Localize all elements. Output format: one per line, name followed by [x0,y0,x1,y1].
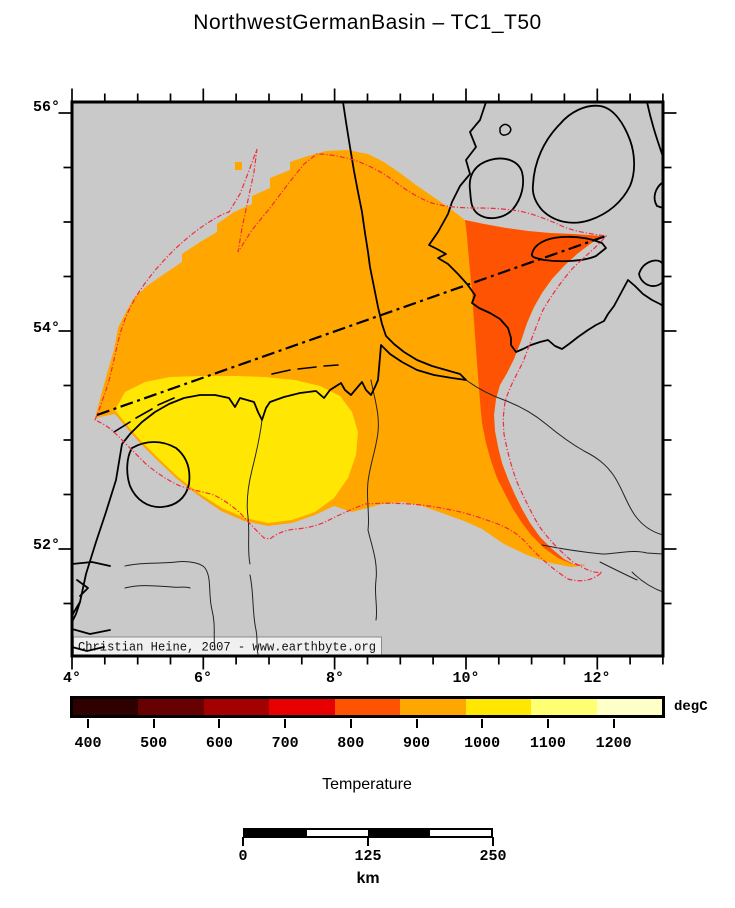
basin-outline [94,148,608,582]
colorbar-segment [531,699,597,715]
scale-bar-segments [245,830,491,836]
coast-ijsselmeer [126,441,191,508]
lon-tick-label: 12° [583,670,611,687]
colorbar-tick-label: 1200 [595,735,632,752]
colorbar-tick [481,719,484,728]
colorbar-tick-label: 600 [205,735,233,752]
basin-map: Christian Heine, 2007 - www.earthbyte.or… [58,88,677,670]
lon-tick-label: 8° [325,670,345,687]
scale-bar-unit-label: km [356,870,380,887]
colorbar-unit-label: degC [674,699,708,715]
colorbar-title: Temperature [322,776,412,793]
colorbar-segment [334,699,401,715]
scale-bar-label: 0 [238,848,248,865]
coast-haringvliet [76,579,89,597]
colorbar-segments [73,699,662,715]
axis-ticks [58,88,677,670]
colorbar-tick-label: 1100 [529,735,566,752]
coast-samso [499,123,512,136]
colorbar-tick [546,719,549,728]
colorbar-tick [218,719,221,728]
coast-sjaelland [531,104,636,224]
coast-fyn [468,157,525,220]
colorbar-segment [269,699,335,715]
scale-bar-segment [429,830,491,836]
region-temperature-orange-red [465,220,602,566]
colorbar-tick-label: 900 [402,735,431,752]
attribution-text: Christian Heine, 2007 - www.earthbyte.or… [78,641,376,655]
coastlines [71,101,664,652]
lat-tick-label: 52° [32,537,60,554]
transect-line [96,234,607,417]
colorbar-segment [203,699,270,715]
coast-baltic [428,101,664,353]
attribution: Christian Heine, 2007 - www.earthbyte.or… [73,636,382,656]
region-orange-outlier-pixel [235,162,242,170]
colorbar-tick [87,719,89,728]
colorbar-segment [596,699,662,715]
coast-sweden [646,101,664,158]
lon-tick-label: 6° [193,670,213,687]
scale-bar-label: 250 [479,848,507,865]
lon-tick-label: 10° [452,670,480,687]
colorbar-segment [73,699,139,715]
lat-tick-label: 54° [32,320,60,337]
scale-bar-tick [367,837,369,846]
scale-bar-label: 125 [354,848,382,865]
colorbar-tick [284,719,287,728]
colorbar-tick [349,719,352,728]
coast-skane [653,181,664,209]
colorbar-tick-label: 400 [74,735,102,752]
colorbar-tick-label: 1000 [464,735,501,752]
map-frame [70,100,665,658]
scale-bar-segment [306,830,368,836]
coast-zeeland-inlet [71,628,111,635]
page-title: NorthwestGermanBasin – TC1_T50 [193,11,542,34]
coast-wadden-islands [113,364,339,433]
rivers-and-borders [124,379,664,655]
coast-lolland-falster [530,235,607,263]
scale-bar-segment [368,830,430,836]
colorbar-segment [465,699,532,715]
colorbar-segment [138,699,204,715]
colorbar-tick-label: 500 [140,735,168,752]
colorbar-tick [415,719,418,728]
region-temperature-yellow [115,376,358,523]
coast-north-sea [71,101,467,623]
colorbar-tick [152,719,155,728]
scale-bar-segment [245,830,307,836]
lon-tick-label: 4° [62,670,82,687]
scale-bar-tick [492,837,494,846]
colorbar [70,696,665,718]
coast-zeeland-inlet [71,646,105,652]
colorbar-tick-label: 800 [337,735,365,752]
coast-rotterdam-waterway [71,561,111,567]
colorbar-tick [612,719,615,728]
scale-bar-tick [242,837,244,846]
lat-tick-label: 56° [32,99,60,116]
colorbar-tick-label: 700 [271,735,299,752]
colorbar-segment [400,699,466,715]
